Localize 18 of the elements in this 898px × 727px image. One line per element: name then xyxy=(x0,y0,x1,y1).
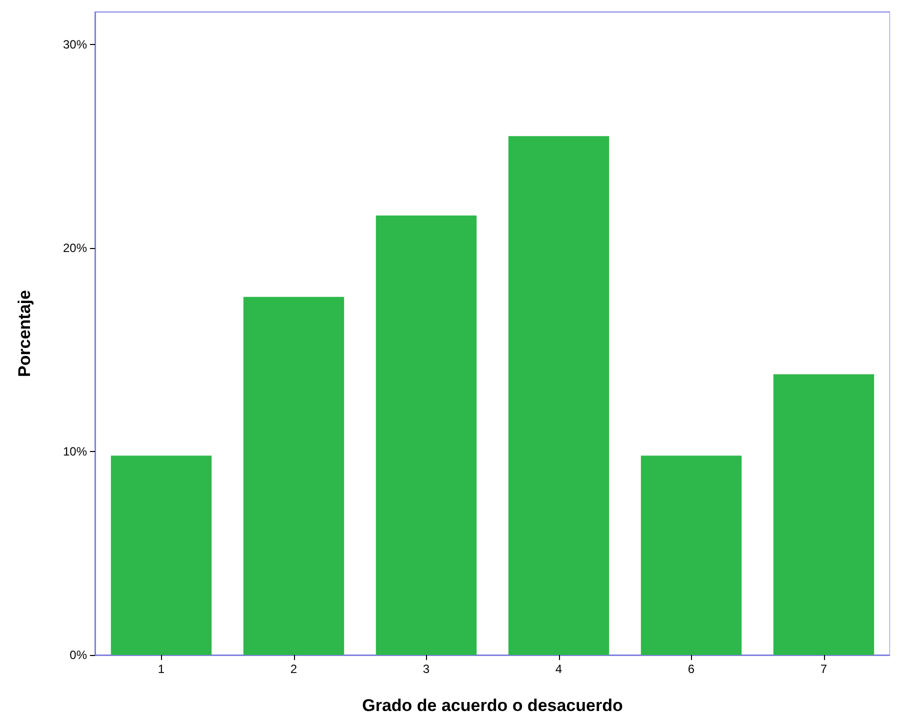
bar xyxy=(110,456,212,655)
y-axis-title: Porcentaje xyxy=(15,290,34,377)
y-tick-label: 20% xyxy=(62,241,88,256)
x-tick-label: 4 xyxy=(555,662,562,676)
x-axis-title: Grado de acuerdo o desacuerdo xyxy=(362,696,623,715)
x-tick-label: 2 xyxy=(290,662,298,676)
y-tick-label: 30% xyxy=(62,38,88,52)
x-tick-label: 6 xyxy=(688,662,695,676)
x-tick-label: 1 xyxy=(158,662,165,676)
y-tick-label: 0% xyxy=(70,648,88,662)
bar xyxy=(376,215,477,655)
x-tick-label: 7 xyxy=(820,662,828,676)
bar xyxy=(243,296,344,655)
bar xyxy=(640,456,742,655)
bar xyxy=(773,374,874,655)
y-tick-label: 10% xyxy=(62,444,88,459)
bar xyxy=(508,136,610,655)
x-tick-label: 3 xyxy=(422,662,430,676)
